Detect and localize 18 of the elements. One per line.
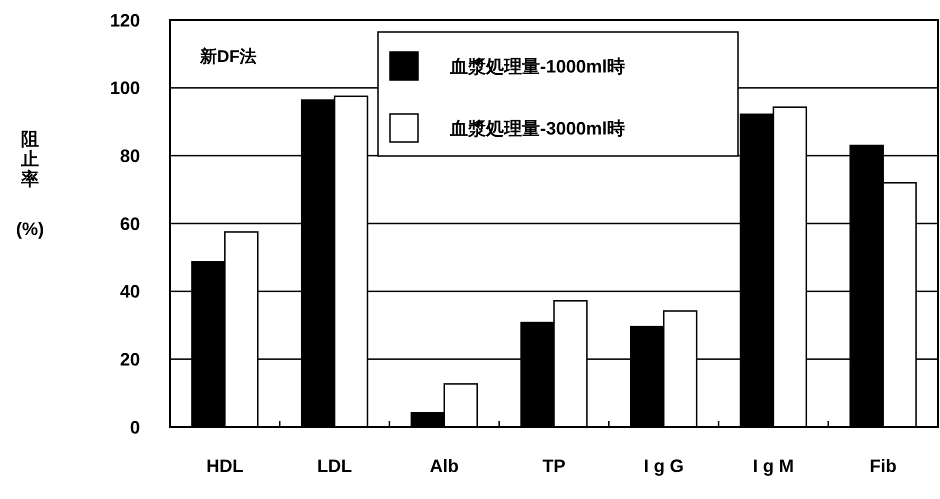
- text: 阻止率(%): [16, 129, 44, 239]
- y-tick-label: 100: [110, 78, 140, 98]
- y-tick-label: 40: [120, 282, 140, 302]
- legend-label: 血漿処理量-3000ml時: [449, 118, 626, 138]
- y-tick-label: 120: [110, 10, 140, 30]
- y-tick-label: 60: [120, 214, 140, 234]
- y-tick-label: 0: [130, 417, 140, 438]
- legend-label: 血漿処理量-1000ml時: [449, 56, 626, 76]
- y-tick-label: 20: [120, 349, 140, 370]
- x-tick-label: HDL: [206, 456, 244, 476]
- x-tick-label: I g M: [752, 456, 794, 476]
- x-tick-label: Fib: [870, 456, 897, 476]
- x-tick-label: LDL: [317, 456, 352, 476]
- x-tick-label: TP: [542, 456, 566, 476]
- x-tick-label: Alb: [430, 456, 459, 476]
- x-tick-label: I g G: [644, 456, 684, 476]
- y-tick-label: 80: [120, 146, 140, 166]
- annotation: 新DF法: [199, 47, 257, 66]
